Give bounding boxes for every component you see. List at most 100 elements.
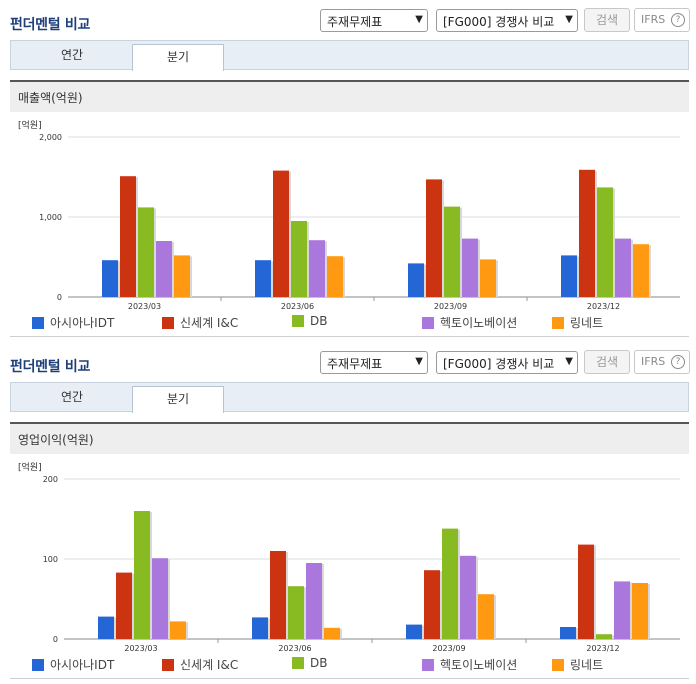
bar[interactable] [98,616,114,639]
x-tick-label: 2023/06 [278,644,311,653]
bar[interactable] [442,528,458,639]
bar-chart: 2,000 1,000 0 2023/03 2023/06 2023/09 2023/12 [39,133,680,311]
legend-swatch [552,317,564,329]
statement-type-select[interactable]: 주재무제표 ▼ [320,9,428,32]
bar[interactable] [324,627,340,639]
bar[interactable] [480,259,496,297]
bar[interactable] [406,624,422,639]
bar[interactable] [270,551,286,639]
statement-type-value: 주재무제표 [327,357,383,371]
legend-label: 헥토이노베이션 [440,316,518,330]
bar[interactable] [170,621,186,639]
y-tick-label: 1,000 [39,213,62,222]
legend-item[interactable]: 헥토이노베이션 [422,314,517,331]
chart-section-header: 영업이익(억원) [10,422,689,454]
bar[interactable] [306,563,322,639]
bar[interactable] [288,586,304,639]
search-button[interactable]: 검색 [584,8,630,32]
legend-swatch [162,317,174,329]
bar[interactable] [596,634,612,639]
bar[interactable] [424,570,440,639]
x-tick-label: 2023/12 [586,644,619,653]
chart-section-title: 매출액(억원) [18,91,83,105]
legend-label: DB [310,314,328,328]
bar[interactable] [116,572,132,639]
legend-swatch [292,657,304,669]
tab-quarterly[interactable]: 분기 [132,44,224,71]
y-tick-label: 100 [43,555,58,564]
bar[interactable] [138,207,154,297]
bar[interactable] [460,555,476,639]
bar[interactable] [174,255,190,297]
bar[interactable] [426,179,442,297]
legend-label: 아시아나IDT [50,658,115,672]
ifrs-label: IFRS [641,13,666,26]
bar[interactable] [156,241,172,297]
legend-item[interactable]: 아시아나IDT [32,656,114,673]
bar[interactable] [561,255,577,297]
tab-quarterly[interactable]: 분기 [132,386,224,413]
legend-item[interactable]: 신세계 I&C [162,314,238,331]
divider [10,678,689,679]
comparison-group-value: [FG000] 경쟁사 비교 [443,357,555,371]
bar[interactable] [309,240,325,297]
bar[interactable] [255,260,271,297]
legend-item[interactable]: 링네트 [552,314,603,331]
bar[interactable] [273,170,289,297]
legend-item[interactable]: DB [292,314,327,328]
bar[interactable] [444,206,460,297]
bar[interactable] [632,583,648,639]
tab-annual[interactable]: 연간 [60,390,84,404]
bar[interactable] [462,238,478,297]
chevron-down-icon: ▼ [415,14,423,25]
search-button[interactable]: 검색 [584,350,630,374]
comparison-group-select[interactable]: [FG000] 경쟁사 비교 ▼ [436,9,578,32]
chevron-down-icon: ▼ [565,356,573,367]
comparison-group-select[interactable]: [FG000] 경쟁사 비교 ▼ [436,351,578,374]
x-tick-label: 2023/09 [432,644,465,653]
legend-swatch [292,315,304,327]
y-tick-label: 0 [53,635,58,644]
panel-header: 펀더멘털 비교 주재무제표 ▼ [FG000] 경쟁사 비교 ▼ 검색 IFRS… [0,0,696,40]
bar[interactable] [252,617,268,639]
bar[interactable] [615,238,631,297]
bar[interactable] [327,256,343,297]
legend-item[interactable]: 신세계 I&C [162,656,238,673]
statement-type-select[interactable]: 주재무제표 ▼ [320,351,428,374]
bar[interactable] [579,169,595,297]
bar[interactable] [291,221,307,297]
bar-chart: 200 100 0 2023/03 2023/06 2023/09 2023/12 [43,475,680,653]
bar[interactable] [102,260,118,297]
bar[interactable] [478,594,494,639]
bar[interactable] [633,244,649,297]
bar[interactable] [560,627,576,639]
legend-swatch [422,317,434,329]
bar[interactable] [152,558,168,639]
bar[interactable] [597,187,613,297]
x-tick-label: 2023/06 [281,302,314,311]
tab-annual[interactable]: 연간 [60,48,84,62]
panel-title: 펀더멘털 비교 [10,17,91,33]
legend-item[interactable]: DB [292,656,327,670]
y-tick-label: 2,000 [39,133,62,142]
legend-label: 링네트 [570,658,604,672]
bar[interactable] [614,581,630,639]
period-tabs: 연간 분기 [10,382,689,413]
chart-legend: 아시아나IDT 신세계 I&C DB 헥토이노베이션 링네트 [32,314,672,331]
bar[interactable] [134,511,150,639]
bar[interactable] [120,176,136,297]
chevron-down-icon: ▼ [415,356,423,367]
x-tick-label: 2023/03 [128,302,161,311]
ifrs-button[interactable]: IFRS ? [634,8,690,32]
chart-unit-label: [억원] [18,121,42,131]
legend-item[interactable]: 링네트 [552,656,603,673]
legend-item[interactable]: 헥토이노베이션 [422,656,517,673]
bar[interactable] [578,544,594,639]
chart-section-title: 영업이익(억원) [18,433,94,447]
bar[interactable] [408,263,424,297]
chart-section-header: 매출액(억원) [10,80,689,112]
legend-item[interactable]: 아시아나IDT [32,314,114,331]
chart-unit-label: [억원] [18,463,42,473]
x-tick-label: 2023/09 [434,302,467,311]
ifrs-button[interactable]: IFRS ? [634,350,690,374]
